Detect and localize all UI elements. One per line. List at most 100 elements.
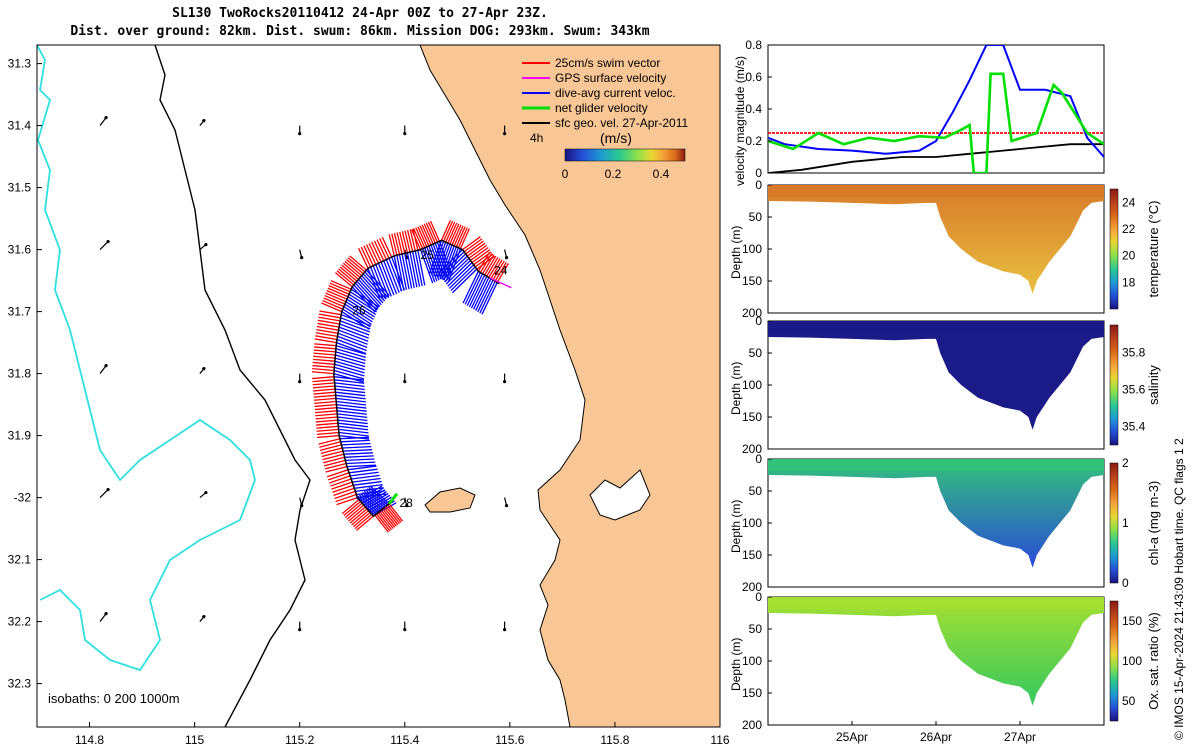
- current-vector: [337, 413, 368, 419]
- current-vector: [380, 261, 395, 296]
- temperature-colorbar-label: temperature (°C): [1146, 201, 1161, 298]
- current-vector: [434, 242, 448, 277]
- swim-vector: [315, 419, 338, 423]
- current-vector: [336, 410, 367, 415]
- current-vector: [444, 257, 470, 283]
- swim-vector: [342, 262, 361, 278]
- swim-vector: [314, 343, 337, 347]
- swim-vector: [351, 510, 369, 526]
- swim-vector: [411, 229, 422, 250]
- oxygen-y-tick-label: 50: [749, 622, 763, 636]
- geo-arrow-head: [104, 364, 108, 368]
- swim-vector: [315, 335, 338, 341]
- legend-label-swim: 25cm/s swim vector: [555, 56, 660, 70]
- swim-vector: [349, 508, 368, 524]
- current-vector: [354, 484, 383, 489]
- salinity-colorbar: [1109, 324, 1119, 446]
- current-vector: [383, 260, 398, 295]
- map-x-tick-label: 114.8: [75, 733, 104, 747]
- day-label: 25: [421, 248, 435, 262]
- current-vector: [422, 248, 436, 283]
- swim-vector: [312, 376, 335, 380]
- day-labels: 24 25 26 28: [352, 248, 508, 510]
- swim-vector: [313, 397, 336, 401]
- current-vector: [445, 259, 471, 285]
- swim-vector: [326, 290, 348, 300]
- geo-arrow-head: [403, 628, 407, 632]
- chla-colorbar-tick: 0: [1122, 576, 1129, 590]
- swim-vector: [327, 287, 349, 298]
- swim-vector: [318, 313, 341, 319]
- current-vector: [334, 363, 365, 374]
- chla-section: 0 50 100 150 200 Depth (m) 0 1 2 chl-a (mg m-3): [729, 452, 1161, 594]
- swim-vector: [406, 229, 414, 252]
- swim-vector: [329, 475, 351, 484]
- current-vector: [335, 397, 366, 403]
- swim-vector: [470, 246, 489, 261]
- swim-vector: [462, 236, 481, 251]
- current-vector: [357, 495, 377, 515]
- swim-vector: [375, 513, 391, 532]
- current-vector: [358, 278, 382, 306]
- time-label: 4h: [530, 131, 543, 145]
- swim-vector: [312, 364, 335, 369]
- chla-y-tick-label: 200: [742, 580, 762, 594]
- swim-vector: [313, 346, 336, 350]
- current-vector: [419, 249, 434, 284]
- swim-vector: [358, 248, 369, 269]
- oxygen-colorbar-tick: 50: [1122, 694, 1136, 708]
- map-frame: [36, 44, 721, 728]
- swim-vector: [399, 231, 406, 254]
- swim-vector: [484, 255, 497, 276]
- swim-vector: [381, 236, 393, 258]
- swim-vector: [334, 490, 356, 500]
- current-vector: [333, 369, 365, 380]
- current-vector: [477, 279, 494, 313]
- oxygen-y-label: Depth (m): [729, 638, 743, 691]
- geo-arrow-head: [204, 491, 208, 495]
- geo-arrow-head: [502, 628, 507, 632]
- swim-vector: [349, 255, 367, 271]
- swim-vector: [463, 238, 483, 253]
- date-tick-label: 25Apr: [836, 730, 868, 744]
- current-vector: [335, 351, 366, 362]
- map-x-tick-label: 115.8: [600, 733, 629, 747]
- swim-vector: [345, 502, 363, 518]
- estuary: [589, 469, 651, 521]
- swim-vector: [313, 388, 336, 392]
- swim-vector: [315, 332, 338, 338]
- map-y-tick-label: 31.6: [8, 243, 32, 257]
- map-colorbar: [564, 148, 686, 162]
- map-y-tick-label: 32.2: [8, 615, 32, 629]
- salinity-colorbar-tick: 35.6: [1122, 383, 1146, 397]
- current-vector: [388, 258, 403, 292]
- current-vector: [348, 293, 378, 313]
- swim-vector: [374, 514, 389, 533]
- swim-vector: [440, 219, 452, 241]
- current-vector: [336, 341, 367, 355]
- current-vector: [335, 348, 367, 358]
- salinity-colorbar-label: salinity: [1146, 365, 1161, 405]
- swim-vector: [312, 367, 335, 372]
- current-vector: [338, 428, 369, 434]
- salinity-y-tick-label: 200: [742, 442, 762, 456]
- legend-label-net: net glider velocity: [555, 101, 648, 115]
- swim-vector: [315, 410, 338, 414]
- velocity-series: [768, 45, 1104, 173]
- current-vector: [334, 385, 365, 391]
- net-velocity: [387, 492, 399, 505]
- current-vector: [391, 256, 406, 291]
- swim-vector: [354, 513, 373, 530]
- swim-vector: [312, 382, 335, 386]
- swim-vector: [317, 434, 340, 439]
- swim-vector: [325, 465, 348, 473]
- current-vector: [347, 465, 377, 471]
- current-vector: [337, 332, 368, 345]
- swim-vector: [339, 266, 358, 282]
- chla-colorbar-tick: 1: [1122, 516, 1129, 530]
- map-y-tick-label: 31.7: [8, 305, 32, 319]
- isobath-deep: [37, 45, 256, 672]
- current-vector: [339, 436, 369, 440]
- current-vector: [360, 493, 380, 512]
- temperature-section: 0 50 100 150 200 Depth (m) 18 20 22 24 temperature…: [729, 178, 1161, 320]
